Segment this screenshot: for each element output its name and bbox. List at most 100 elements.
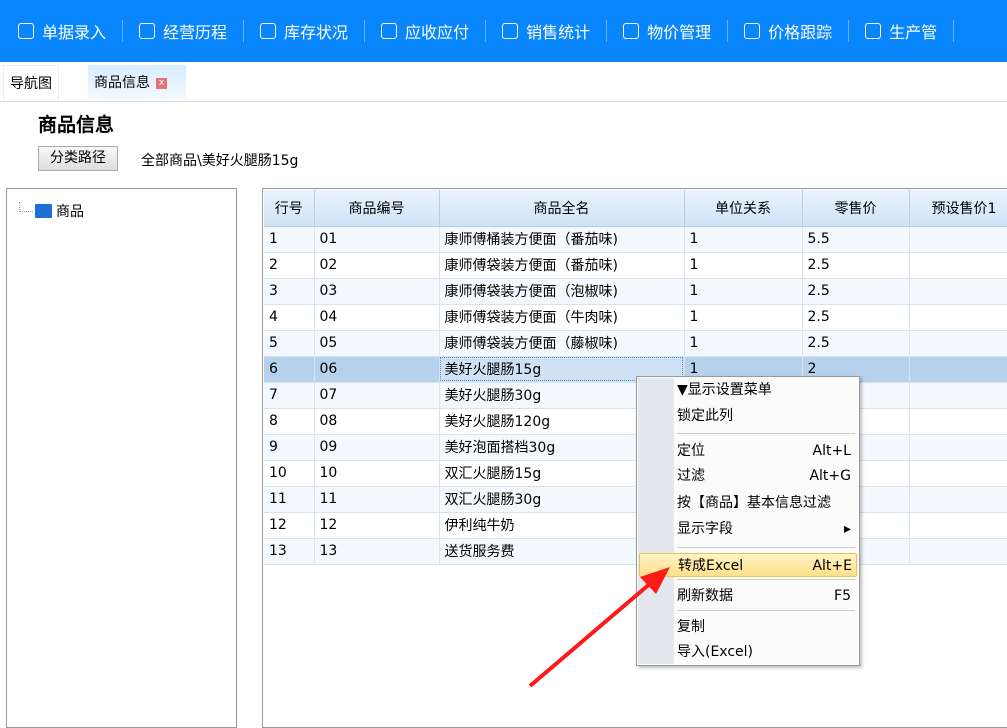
menu-item-label: 刷新数据 xyxy=(677,588,733,604)
table-cell[interactable]: 2.5 xyxy=(802,330,910,357)
menu-item[interactable]: 刷新数据 F5 xyxy=(677,584,855,608)
table-cell[interactable] xyxy=(909,278,1007,305)
table-cell[interactable]: 1 xyxy=(684,226,803,253)
table-cell[interactable]: 10 xyxy=(264,460,315,487)
table-cell[interactable]: 06 xyxy=(314,356,440,383)
toolbar-item[interactable]: 应收应付 xyxy=(381,20,487,42)
table-cell[interactable]: 05 xyxy=(314,330,440,357)
table-cell[interactable]: 01 xyxy=(314,226,440,253)
menu-item[interactable]: 复制 xyxy=(677,615,855,639)
table-cell[interactable]: 04 xyxy=(314,304,440,331)
table-cell[interactable] xyxy=(909,356,1007,383)
table-cell[interactable]: 3 xyxy=(264,278,315,305)
table-cell[interactable]: 2.5 xyxy=(802,304,910,331)
table-cell[interactable]: 康师傅袋装方便面（藤椒味) xyxy=(439,330,685,357)
context-menu: ▼显示设置菜单 锁定此列定位 Alt+L 过滤 Alt+G 按【商品】基本信息过滤 显示字段… xyxy=(636,376,860,666)
menu-item[interactable]: 定位 Alt+L xyxy=(677,439,855,463)
toolbar-item[interactable]: 经营历程 xyxy=(139,20,245,42)
table-cell[interactable] xyxy=(909,330,1007,357)
table-cell[interactable] xyxy=(909,408,1007,435)
table-row[interactable]: 1 01 康师傅桶装方便面（番茄味) 1 5.5 xyxy=(264,226,1007,253)
table-row[interactable]: 3 03 康师傅袋装方便面（泡椒味) 1 2.5 xyxy=(264,278,1007,305)
menu-item[interactable]: 导入(Excel) xyxy=(677,640,855,664)
table-cell[interactable]: 03 xyxy=(314,278,440,305)
table-cell[interactable]: 09 xyxy=(314,434,440,461)
category-path-button[interactable]: 分类路径 xyxy=(38,146,118,171)
table-cell[interactable]: 07 xyxy=(314,382,440,409)
column-header[interactable]: 单位关系 xyxy=(684,190,803,227)
table-cell[interactable]: 10 xyxy=(314,460,440,487)
table-cell[interactable]: 12 xyxy=(314,512,440,539)
table-cell[interactable] xyxy=(909,382,1007,409)
table-cell[interactable] xyxy=(909,486,1007,513)
close-icon[interactable]: x xyxy=(156,77,167,89)
table-row[interactable]: 2 02 康师傅袋装方便面（番茄味) 1 2.5 xyxy=(264,252,1007,279)
column-header[interactable]: 商品编号 xyxy=(314,190,440,227)
menu-separator xyxy=(677,547,855,548)
toolbar-item[interactable]: 库存状况 xyxy=(260,20,366,42)
menu-item-shortcut: Alt+E xyxy=(812,558,852,574)
table-cell[interactable]: 9 xyxy=(264,434,315,461)
toolbar-item[interactable]: 销售统计 xyxy=(502,20,608,42)
folder-icon xyxy=(35,204,52,218)
table-cell[interactable]: 2 xyxy=(264,252,315,279)
table-cell[interactable]: 2.5 xyxy=(802,278,910,305)
column-header[interactable]: 行号 xyxy=(264,190,315,227)
toolbar-item[interactable]: 生产管 xyxy=(865,20,955,42)
tab-navigation[interactable]: 导航图 xyxy=(3,65,59,101)
table-cell[interactable]: 康师傅袋装方便面（泡椒味) xyxy=(439,278,685,305)
menu-item-label: 导入(Excel) xyxy=(677,644,754,660)
table-cell[interactable]: 7 xyxy=(264,382,315,409)
table-cell[interactable]: 1 xyxy=(684,304,803,331)
table-cell[interactable]: 12 xyxy=(264,512,315,539)
table-cell[interactable]: 1 xyxy=(684,278,803,305)
menu-item[interactable]: 转成Excel Alt+E xyxy=(639,553,857,577)
toolbar-item[interactable]: 物价管理 xyxy=(623,20,729,42)
table-cell[interactable]: 1 xyxy=(684,330,803,357)
table-cell[interactable]: 1 xyxy=(684,252,803,279)
table-cell[interactable]: 1 xyxy=(264,226,315,253)
toolbar-item[interactable]: 价格跟踪 xyxy=(744,20,850,42)
table-cell[interactable]: 康师傅袋装方便面（番茄味) xyxy=(439,252,685,279)
menu-item[interactable]: 过滤 Alt+G xyxy=(677,464,855,488)
toolbar-item[interactable]: 单据录入 xyxy=(18,20,124,42)
table-cell[interactable]: 康师傅桶装方便面（番茄味) xyxy=(439,226,685,253)
table-cell[interactable] xyxy=(909,434,1007,461)
table-cell[interactable] xyxy=(909,512,1007,539)
menu-item[interactable]: ▼显示设置菜单 xyxy=(677,378,855,402)
table-cell[interactable]: 康师傅袋装方便面（牛肉味) xyxy=(439,304,685,331)
table-cell[interactable] xyxy=(909,252,1007,279)
menu-item[interactable]: 按【商品】基本信息过滤 xyxy=(677,491,855,515)
table-cell[interactable]: 6 xyxy=(264,356,315,383)
tab-product-info[interactable]: 商品信息 x xyxy=(88,65,186,101)
table-cell[interactable]: 2.5 xyxy=(802,252,910,279)
sales-icon xyxy=(502,23,519,39)
table-cell[interactable] xyxy=(909,226,1007,253)
table-cell[interactable]: 5.5 xyxy=(802,226,910,253)
table-row[interactable]: 4 04 康师傅袋装方便面（牛肉味) 1 2.5 xyxy=(264,304,1007,331)
tab-bar: 导航图 商品信息 x xyxy=(0,62,1007,102)
table-cell[interactable] xyxy=(909,304,1007,331)
tree-node-root[interactable]: 商品 xyxy=(19,201,84,221)
table-cell[interactable]: 8 xyxy=(264,408,315,435)
menu-item-label: 复制 xyxy=(677,619,705,635)
table-cell[interactable]: 08 xyxy=(314,408,440,435)
table-cell[interactable]: 13 xyxy=(264,538,315,565)
table-row[interactable]: 5 05 康师傅袋装方便面（藤椒味) 1 2.5 xyxy=(264,330,1007,357)
column-header[interactable]: 预设售价1 xyxy=(909,190,1007,227)
tab-label: 导航图 xyxy=(10,76,52,92)
table-cell[interactable]: 02 xyxy=(314,252,440,279)
table-cell[interactable]: 13 xyxy=(314,538,440,565)
category-path: 全部商品\美好火腿肠15g xyxy=(141,153,299,169)
column-header[interactable]: 商品全名 xyxy=(439,190,685,227)
menu-item[interactable]: 锁定此列 xyxy=(677,404,855,428)
column-header[interactable]: 零售价 xyxy=(802,190,910,227)
menu-item[interactable]: 显示字段 ▸ xyxy=(677,517,855,541)
table-cell[interactable]: 4 xyxy=(264,304,315,331)
table-cell[interactable]: 11 xyxy=(314,486,440,513)
table-cell[interactable] xyxy=(909,538,1007,565)
table-cell[interactable]: 5 xyxy=(264,330,315,357)
table-cell[interactable]: 11 xyxy=(264,486,315,513)
track-icon xyxy=(744,23,761,39)
table-cell[interactable] xyxy=(909,460,1007,487)
